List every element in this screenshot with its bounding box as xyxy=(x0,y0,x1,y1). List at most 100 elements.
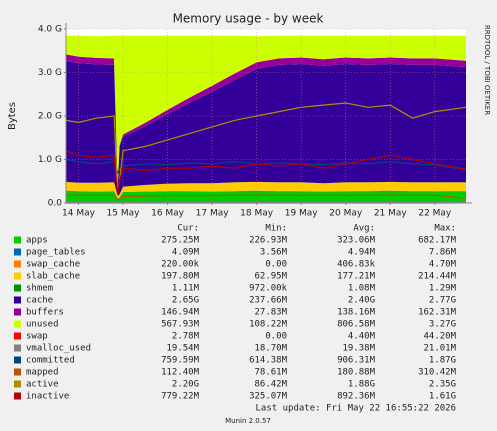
legend-swatch xyxy=(14,344,21,352)
legend-stat: 78.61M xyxy=(254,368,287,378)
legend-stat: 1.08M xyxy=(348,284,376,294)
legend-stat: 1.11M xyxy=(172,284,200,294)
legend-stat: 275.25M xyxy=(161,236,200,246)
y-tick-label: 4.0 G xyxy=(38,25,62,35)
legend-label: apps xyxy=(26,236,48,246)
x-tick-label: 16 May xyxy=(151,209,185,219)
legend-stat: 214.44M xyxy=(418,272,457,282)
last-update: Last update: Fri May 22 16:55:22 2026 xyxy=(256,404,456,414)
line xyxy=(65,150,467,195)
legend-label: buffers xyxy=(26,308,64,318)
legend-stat: 806.58M xyxy=(337,320,376,330)
legend-swatch xyxy=(14,356,21,364)
legend-stat: 86.42M xyxy=(254,380,287,390)
legend-stat: 406.83k xyxy=(337,260,376,270)
legend-stat: 177.21M xyxy=(337,272,376,282)
legend-header: Min: xyxy=(265,224,287,234)
area xyxy=(66,190,466,203)
legend-swatch xyxy=(14,284,21,292)
area xyxy=(66,181,466,199)
legend-stat: 310.42M xyxy=(418,368,457,378)
legend-label: vmalloc_used xyxy=(26,344,91,354)
legend-stat: 62.95M xyxy=(254,272,287,282)
line xyxy=(66,194,467,201)
legend-label: inactive xyxy=(26,392,69,402)
x-tick-label: 21 May xyxy=(374,209,408,219)
y-tick-label: 3.0 G xyxy=(38,68,62,78)
legend-swatch xyxy=(14,248,21,256)
y-tick-label: 0.0 xyxy=(48,199,63,209)
legend-stat: 614.38M xyxy=(249,356,288,366)
legend-stat: 0.00 xyxy=(265,332,287,342)
legend-swatch xyxy=(14,380,21,388)
legend-stat: 27.83M xyxy=(254,308,287,318)
area xyxy=(66,35,466,186)
legend-label: committed xyxy=(26,356,75,366)
legend-stat: 2.65G xyxy=(172,296,199,306)
legend-stat: 1.29M xyxy=(429,284,457,294)
legend-stat: 4.70M xyxy=(429,260,457,270)
legend-swatch xyxy=(14,272,21,280)
area xyxy=(66,190,466,199)
legend-label: swap_cache xyxy=(26,260,80,270)
legend-stat: 7.86M xyxy=(429,248,457,258)
credit: RRDTOOL / TOBI OETIKER xyxy=(483,25,491,115)
legend-stat: 0.00 xyxy=(265,260,287,270)
legend-stat: 1.87G xyxy=(429,356,456,366)
legend-swatch xyxy=(14,320,21,328)
legend-stat: 237.66M xyxy=(249,296,288,306)
legend-label: unused xyxy=(26,320,59,330)
legend-stat: 4.40M xyxy=(348,332,376,342)
legend-swatch xyxy=(14,392,21,400)
legend-stat: 4.09M xyxy=(172,248,200,258)
legend-label: cache xyxy=(26,296,53,306)
legend-stat: 220.00k xyxy=(161,260,200,270)
area xyxy=(66,61,466,196)
y-tick-label: 1.0 G xyxy=(38,155,62,165)
legend-swatch xyxy=(14,332,21,340)
chart-title: Memory usage - by week xyxy=(173,12,324,26)
legend-header: Max: xyxy=(434,224,456,234)
x-tick-label: 20 May xyxy=(329,209,363,219)
legend-stat: 162.31M xyxy=(418,308,457,318)
legend-stat: 2.77G xyxy=(429,296,456,306)
legend-label: mapped xyxy=(26,368,59,378)
legend-header: Avg: xyxy=(353,224,375,234)
legend-label: slab_cache xyxy=(26,272,80,282)
legend-swatch xyxy=(14,236,21,244)
legend-label: active xyxy=(26,380,59,390)
legend-stat: 112.40M xyxy=(161,368,200,378)
legend-swatch xyxy=(14,260,21,268)
legend-stat: 2.35G xyxy=(429,380,456,390)
x-tick-label: 14 May xyxy=(62,209,96,219)
legend-stat: 325.07M xyxy=(249,392,288,402)
legend-stat: 197.80M xyxy=(161,272,200,282)
legend-stat: 567.93M xyxy=(161,320,200,330)
legend-stat: 4.94M xyxy=(348,248,376,258)
legend-swatch xyxy=(14,368,21,376)
legend-stat: 19.38M xyxy=(342,344,375,354)
legend-stat: 3.27G xyxy=(429,320,456,330)
legend-stat: 44.20M xyxy=(423,332,456,342)
legend-stat: 2.20G xyxy=(172,380,199,390)
legend-stat: 2.78M xyxy=(172,332,200,342)
legend-stat: 226.93M xyxy=(249,236,288,246)
y-tick-label: 2.0 G xyxy=(38,112,62,122)
x-tick-label: 19 May xyxy=(285,209,319,219)
legend-stat: 682.17M xyxy=(418,236,457,246)
legend-stat: 3.56M xyxy=(260,248,288,258)
legend-stat: 1.88G xyxy=(348,380,375,390)
y-axis-label: Bytes xyxy=(7,102,18,130)
footer: Munin 2.0.57 xyxy=(225,417,271,425)
legend-stat: 892.36M xyxy=(337,392,376,402)
legend-swatch xyxy=(14,296,21,304)
legend-stat: 19.54M xyxy=(166,344,199,354)
legend-stat: 323.06M xyxy=(337,236,376,246)
legend-stat: 759.59M xyxy=(161,356,200,366)
x-tick-label: 17 May xyxy=(196,209,230,219)
legend-stat: 138.16M xyxy=(337,308,376,318)
legend-stat: 2.40G xyxy=(348,296,375,306)
legend-stat: 972.00k xyxy=(249,284,288,294)
legend-swatch xyxy=(14,308,21,316)
